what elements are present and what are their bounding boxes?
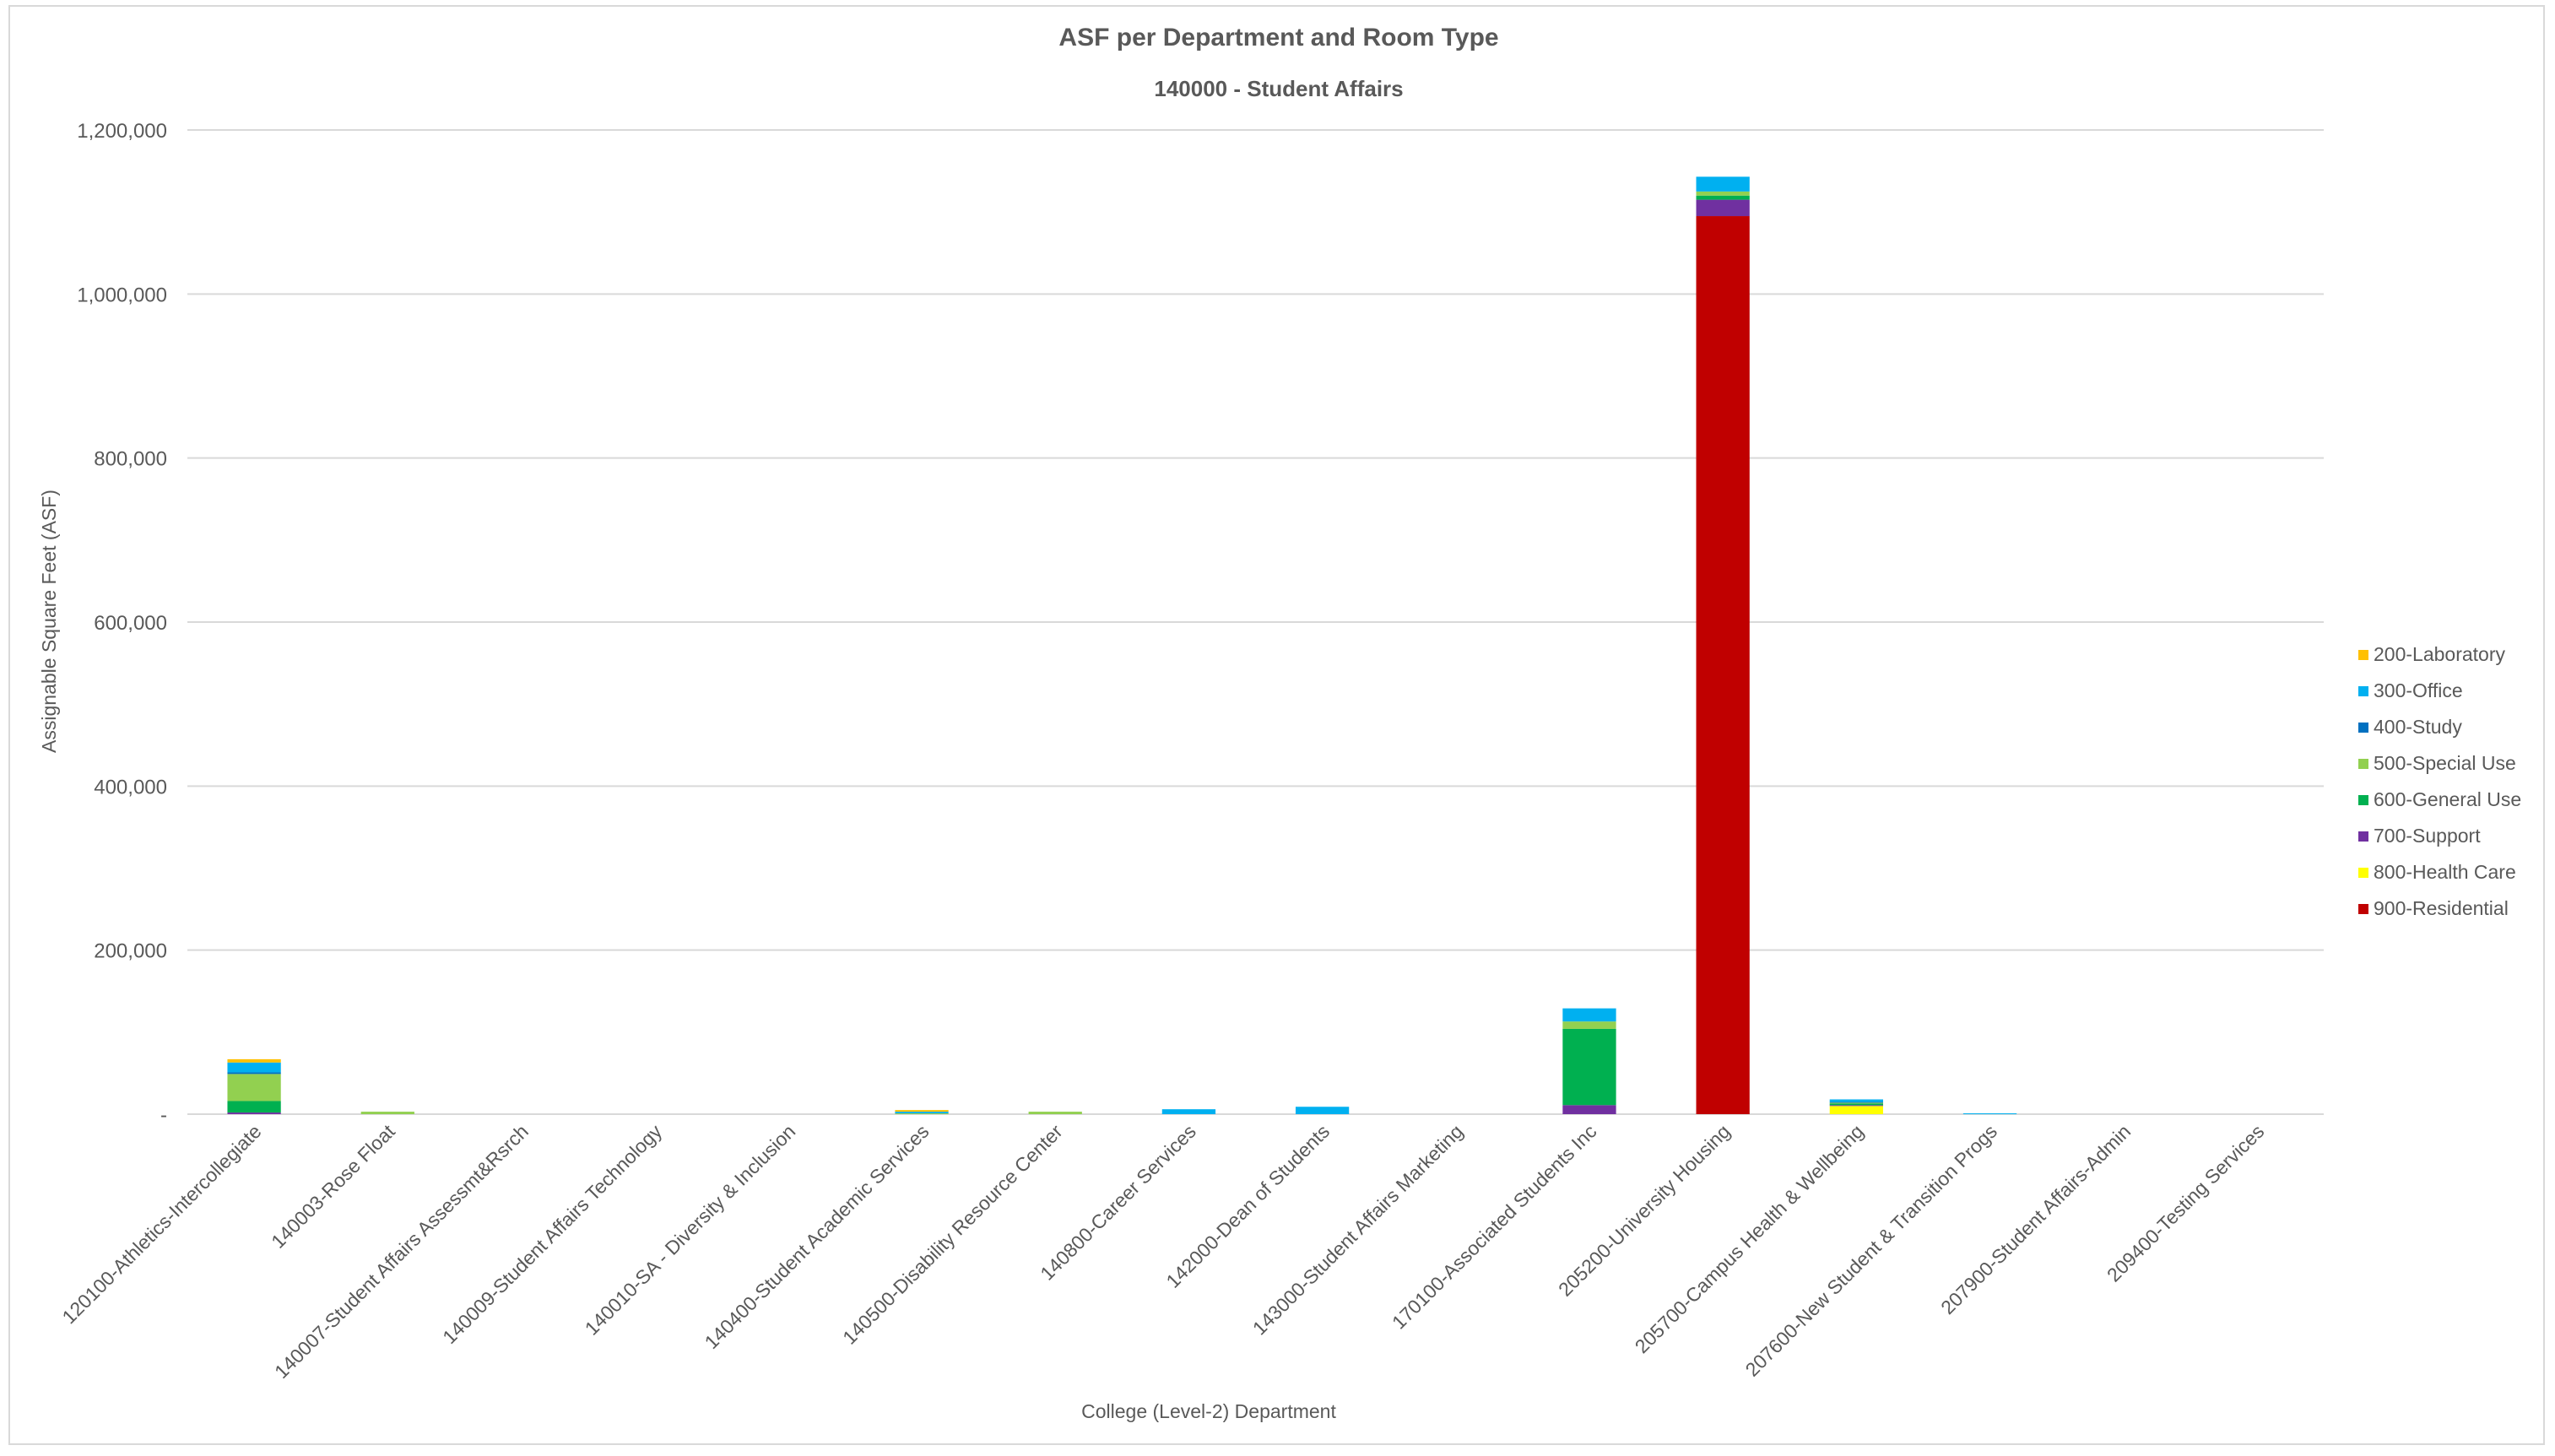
bar-segment [1829, 1101, 1883, 1103]
bar-segment [227, 1058, 281, 1063]
legend-swatch [2358, 831, 2368, 842]
chart-frame [8, 5, 2545, 1445]
bar-segment [1295, 1107, 1350, 1114]
legend-label: 800-Health Care [2374, 861, 2516, 883]
legend-swatch [2358, 723, 2368, 733]
y-tick-label: 800,000 [94, 448, 167, 471]
y-tick-label: 600,000 [94, 612, 167, 635]
bar-segment [895, 1112, 949, 1114]
legend-swatch [2358, 795, 2368, 805]
y-tick-label: 400,000 [94, 776, 167, 798]
bar-segment [1696, 176, 1750, 192]
bar-segment [1028, 1112, 1082, 1114]
bar-segment [1829, 1102, 1883, 1104]
bars [227, 176, 2017, 1115]
legend-swatch [2358, 650, 2368, 660]
legend-swatch [2358, 759, 2368, 769]
legend-label: 700-Support [2374, 825, 2481, 847]
bar-segment [1829, 1106, 1883, 1114]
legend-label: 900-Residential [2374, 897, 2509, 919]
legend-swatch [2358, 868, 2368, 878]
legend-swatch [2358, 686, 2368, 696]
y-tick-label: 1,000,000 [77, 284, 167, 306]
bar-segment [227, 1074, 281, 1101]
legend-label: 500-Special Use [2374, 752, 2516, 774]
legend-label: 600-General Use [2374, 788, 2521, 810]
bar-segment [895, 1110, 949, 1112]
bar-segment [1562, 1021, 1616, 1029]
bar-segment [1829, 1099, 1883, 1102]
y-axis-label: Assignable Square Feet (ASF) [38, 490, 60, 753]
gridlines [187, 129, 2324, 1115]
bar-segment [1696, 199, 1750, 217]
y-axis-ticks: - 200,000 400,000 600,000 800,000 1,000,000 1,… [77, 120, 167, 1127]
legend-swatch [2358, 904, 2368, 914]
legend-label: 300-Office [2374, 679, 2463, 701]
bar-segment [1562, 1105, 1616, 1114]
bar-segment [227, 1112, 281, 1114]
bar-segment [1962, 1113, 2017, 1115]
bar-segment [1696, 195, 1750, 200]
bar-segment [895, 1113, 949, 1115]
chart-title: ASF per Department and Room Type [1058, 24, 1498, 51]
bar-segment [1829, 1105, 1883, 1107]
y-tick-label: 1,200,000 [77, 120, 167, 143]
y-tick-label: 200,000 [94, 940, 167, 963]
legend-label: 400-Study [2374, 716, 2462, 738]
bar-segment [1696, 216, 1750, 1114]
bar-segment [227, 1072, 281, 1074]
bar-segment [360, 1112, 414, 1114]
bar-segment [1562, 1008, 1616, 1022]
legend: 200-Laboratory 300-Office 400-Study 500-Spe… [2358, 643, 2521, 919]
bar-segment [1562, 1028, 1616, 1106]
x-axis-label: College (Level-2) Department [1081, 1400, 1336, 1422]
y-tick-label: - [160, 1104, 167, 1127]
bar-segment [227, 1062, 281, 1073]
legend-label: 200-Laboratory [2374, 643, 2505, 665]
bar-segment [1829, 1103, 1883, 1106]
bar-segment [1696, 191, 1750, 196]
bar-segment [227, 1101, 281, 1113]
chart-subtitle: 140000 - Student Affairs [1154, 76, 1403, 101]
bar-segment [1161, 1109, 1216, 1114]
